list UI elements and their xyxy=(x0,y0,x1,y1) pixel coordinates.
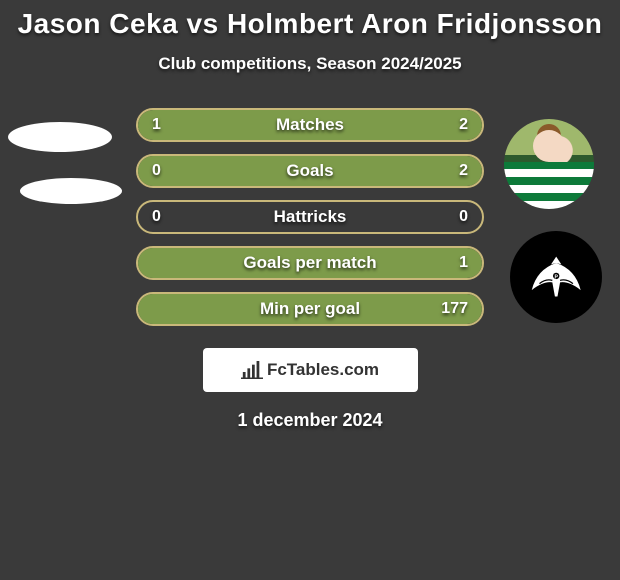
stat-label: Matches xyxy=(138,110,482,140)
left-club-badge xyxy=(20,178,122,204)
stat-bar-goals-per-match: Goals per match 1 xyxy=(136,246,484,280)
subtitle: Club competitions, Season 2024/2025 xyxy=(0,54,620,74)
stat-bar-min-per-goal: Min per goal 177 xyxy=(136,292,484,326)
stat-label: Goals xyxy=(138,156,482,186)
stat-label: Hattricks xyxy=(138,202,482,232)
brand-badge[interactable]: FcTables.com xyxy=(203,348,418,392)
stat-value-right: 177 xyxy=(441,294,468,324)
date-text: 1 december 2024 xyxy=(0,410,620,431)
stats-bars: 1 Matches 2 0 Goals 2 0 Hattricks 0 Goal… xyxy=(136,108,484,326)
right-club-badge: P xyxy=(510,231,602,323)
stat-value-right: 2 xyxy=(459,156,468,186)
stat-bar-matches: 1 Matches 2 xyxy=(136,108,484,142)
stat-bar-hattricks: 0 Hattricks 0 xyxy=(136,200,484,234)
stat-value-right: 1 xyxy=(459,248,468,278)
brand-text: FcTables.com xyxy=(267,360,379,380)
stat-label: Min per goal xyxy=(138,294,482,324)
left-player-avatar xyxy=(8,122,112,152)
stat-value-right: 0 xyxy=(459,202,468,232)
eagle-icon: P xyxy=(524,245,588,309)
right-player-avatar xyxy=(504,119,594,209)
svg-text:P: P xyxy=(554,274,558,280)
stat-value-right: 2 xyxy=(459,110,468,140)
page-title: Jason Ceka vs Holmbert Aron Fridjonsson xyxy=(0,0,620,40)
bar-chart-icon xyxy=(241,361,263,379)
stat-label: Goals per match xyxy=(138,248,482,278)
stat-bar-goals: 0 Goals 2 xyxy=(136,154,484,188)
